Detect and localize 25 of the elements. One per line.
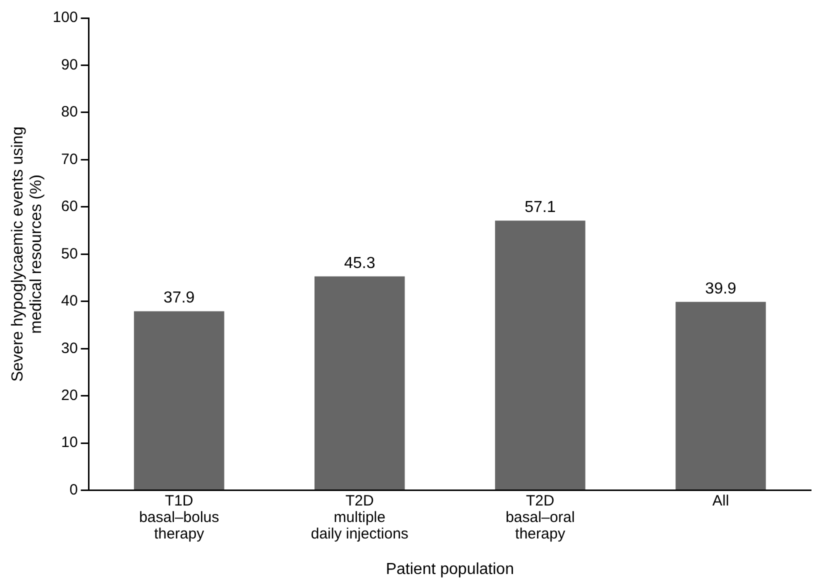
bar [314, 276, 405, 490]
y-tick-label: 30 [61, 340, 78, 357]
x-tick-label: T2D basal–oral therapy [506, 492, 575, 543]
y-axis-title: Severe hypoglycaemic events using medical resources (%) [10, 126, 46, 382]
y-tick-label: 20 [61, 386, 78, 404]
bar [676, 302, 766, 490]
data-label: 39.9 [705, 280, 736, 298]
x-tick-label: T2D multiple daily injections [310, 492, 408, 543]
y-tick-label: 70 [61, 150, 78, 168]
y-tick-label: 90 [61, 56, 78, 74]
y-tick-label: 80 [61, 104, 78, 121]
bar [134, 311, 224, 490]
y-tick-label: 60 [61, 198, 78, 216]
data-label: 37.9 [164, 290, 195, 307]
x-tick-label: All [712, 492, 730, 510]
y-tick-label: 40 [61, 292, 78, 310]
data-label: 57.1 [524, 199, 556, 216]
data-label: 45.3 [344, 254, 376, 272]
y-tick-label: 50 [61, 245, 78, 262]
y-tick-label: 100 [52, 9, 78, 26]
y-tick-label: 0 [69, 481, 78, 498]
y-tick-label: 10 [61, 434, 78, 452]
x-tick-label: T1D basal–bolus therapy [139, 492, 220, 543]
x-axis-title: Patient population [386, 560, 514, 578]
bar [495, 220, 586, 490]
